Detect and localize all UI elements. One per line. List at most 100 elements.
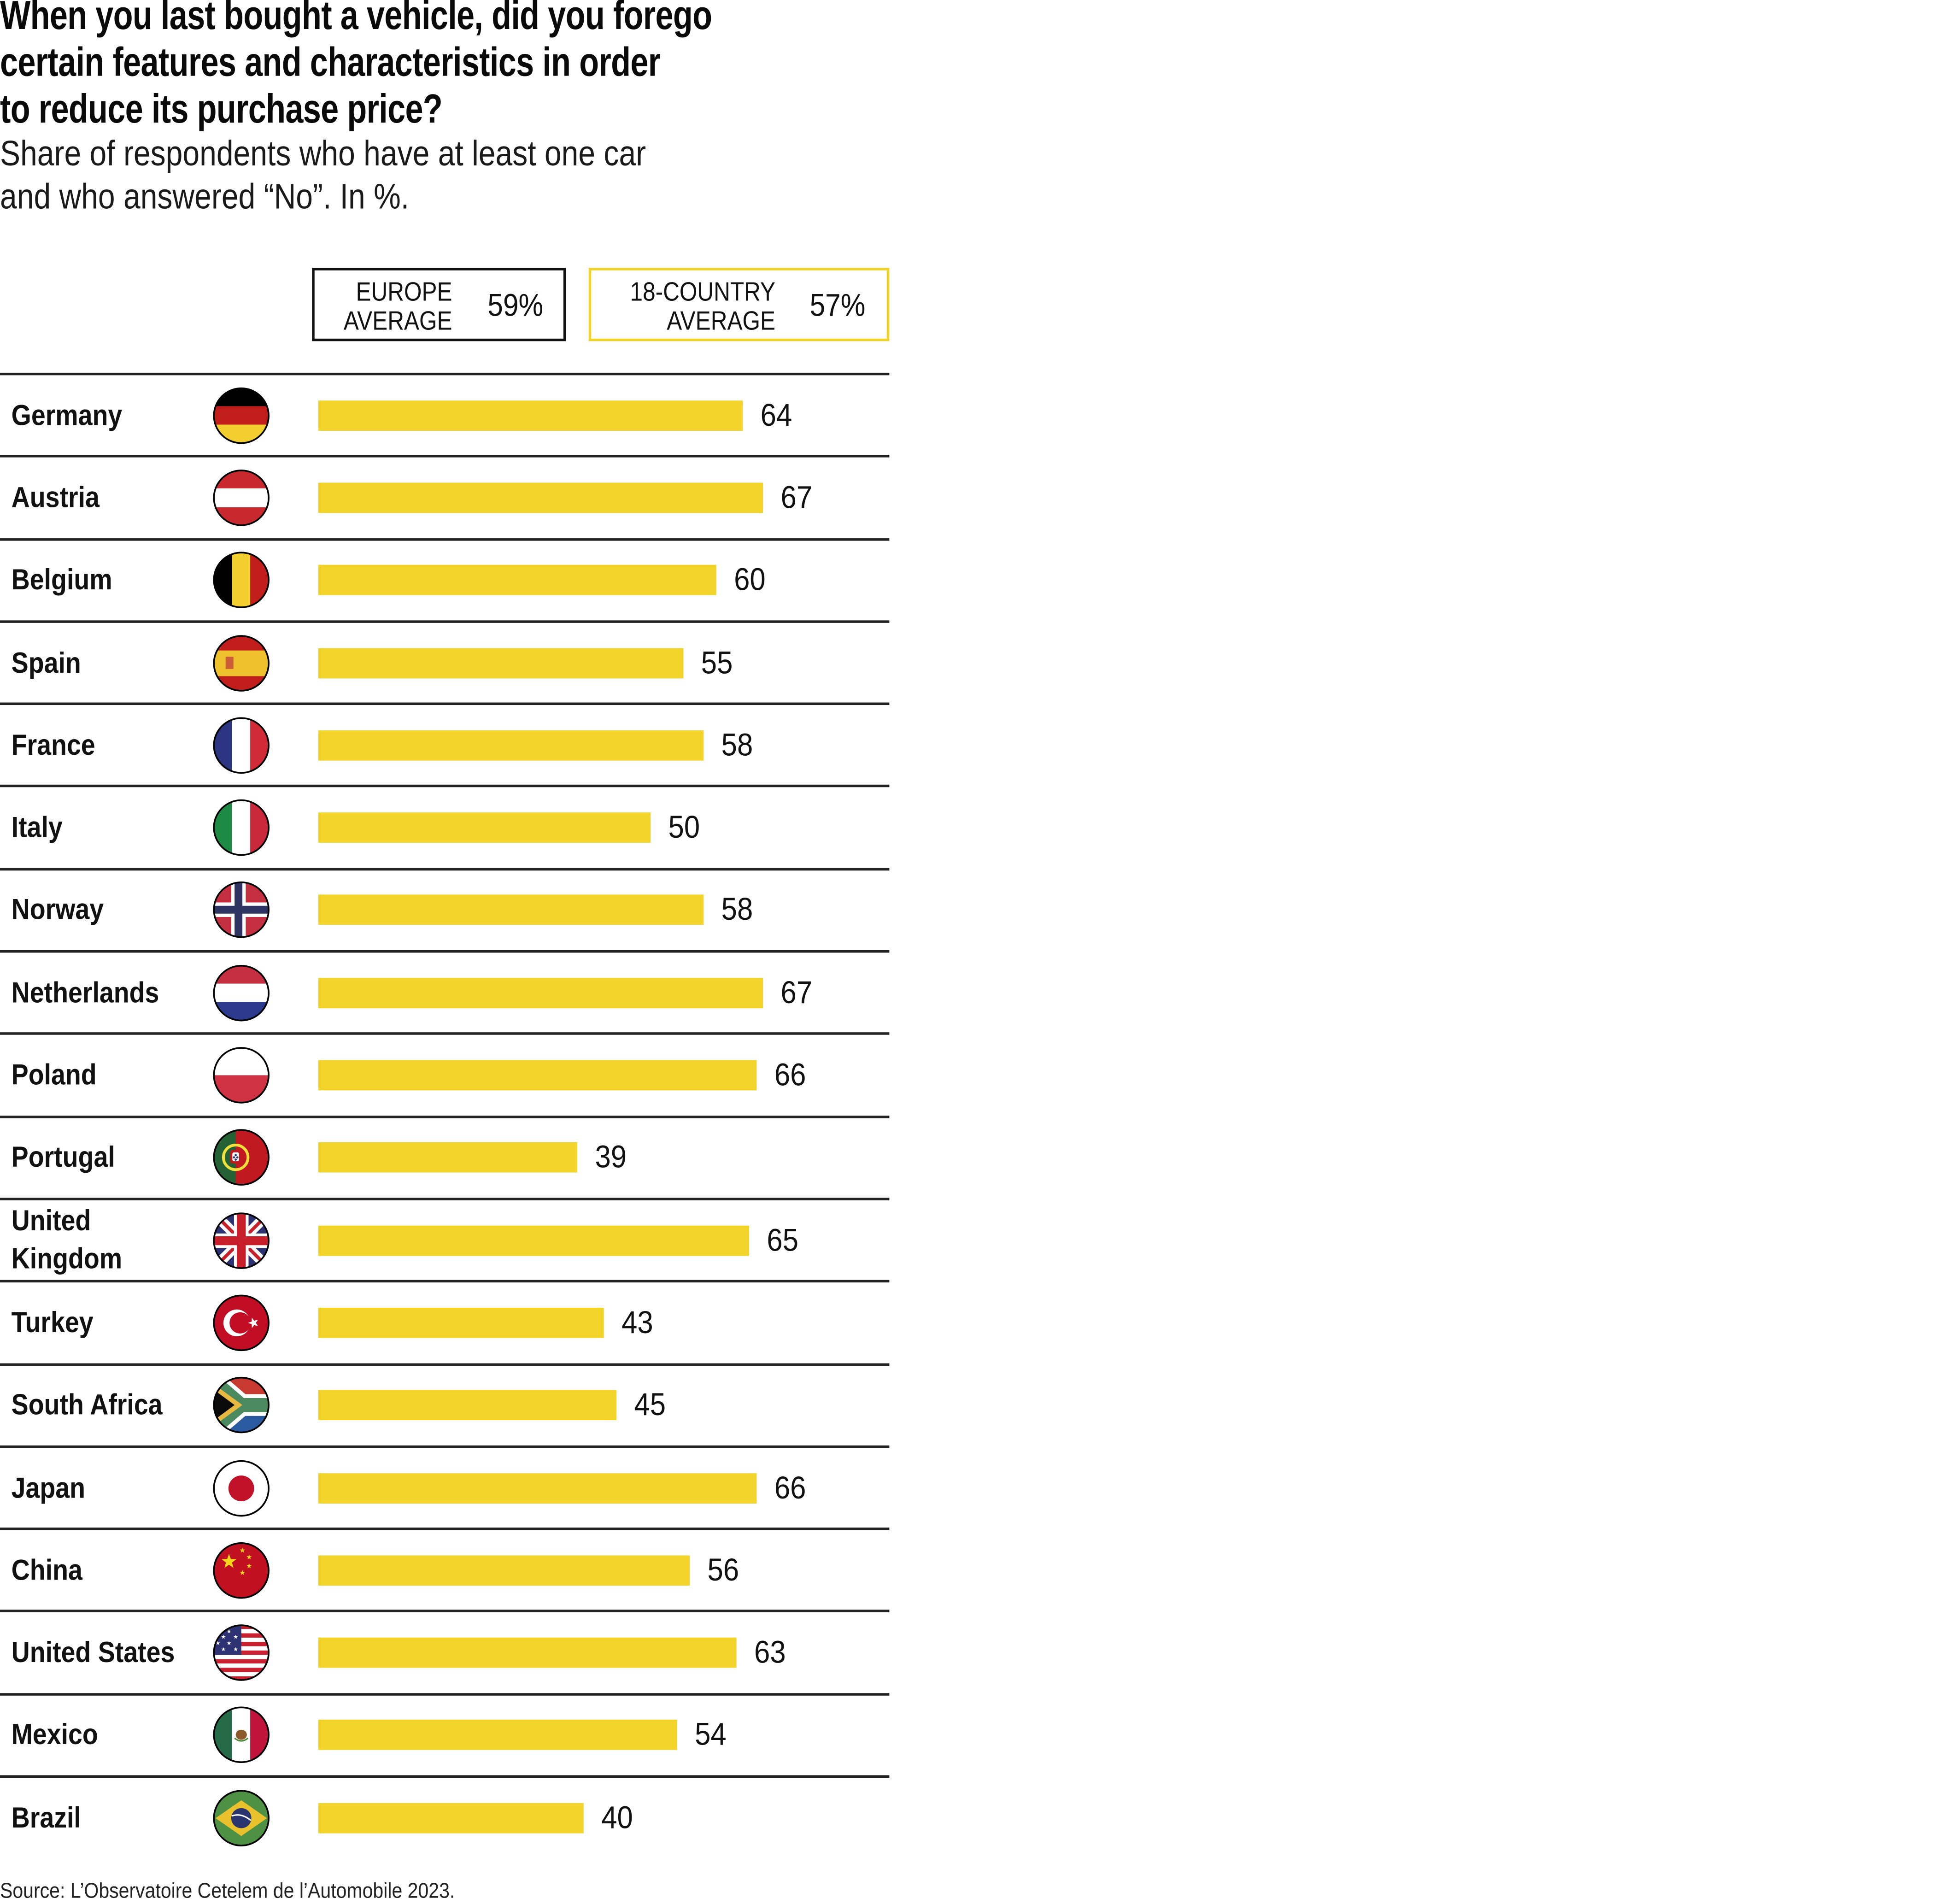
bar <box>318 1802 584 1833</box>
bar-row: Norway 58 <box>0 868 890 950</box>
value-label: 40 <box>601 1800 633 1836</box>
bar <box>318 1555 690 1586</box>
bar <box>318 730 703 761</box>
bar-row: Italy 50 <box>0 785 890 868</box>
value-label: 63 <box>754 1635 786 1671</box>
legend-label-line: EUROPE <box>356 278 452 307</box>
france-flag-icon <box>212 716 270 774</box>
norway-flag-icon <box>212 881 270 939</box>
value-label: 66 <box>774 1058 806 1093</box>
legend-18-country-label: 18-COUNTRY AVERAGE <box>630 278 776 336</box>
bar-row: Belgium 60 <box>0 537 890 620</box>
bar <box>318 1225 750 1256</box>
category-label: Spain <box>11 645 81 679</box>
brazil-flag-icon <box>212 1789 270 1847</box>
chart-title-line: When you last bought a vehicle, did you … <box>0 0 712 38</box>
chart-title: When you last bought a vehicle, did you … <box>0 0 712 133</box>
value-label: 45 <box>634 1387 666 1423</box>
bar-row: China 56 <box>0 1528 890 1610</box>
value-label: 54 <box>694 1717 726 1753</box>
chart-title-line: to reduce its purchase price? <box>0 86 443 132</box>
bar <box>318 1307 604 1338</box>
spain-flag-icon <box>212 634 270 692</box>
bar <box>318 647 683 678</box>
category-label: China <box>11 1553 82 1586</box>
bar <box>318 977 763 1008</box>
japan-flag-icon <box>212 1459 270 1517</box>
value-label: 56 <box>707 1552 739 1588</box>
category-label: Italy <box>11 811 63 844</box>
value-label: 67 <box>780 975 812 1011</box>
belgium-flag-icon <box>212 551 270 609</box>
value-label: 64 <box>760 397 792 433</box>
legend-18-country-average: 18-COUNTRY AVERAGE 57% <box>588 268 890 341</box>
value-label: 55 <box>701 645 733 681</box>
bar <box>318 482 763 513</box>
poland-flag-icon <box>212 1046 270 1104</box>
value-label: 58 <box>721 727 752 763</box>
bar <box>318 1142 577 1173</box>
bar-row: United Kingdom 65 <box>0 1198 890 1280</box>
legend-label-line: AVERAGE <box>667 307 776 336</box>
italy-flag-icon <box>212 799 270 857</box>
bar-rows: Germany 64 Austria 67 Belgium 60 Spain 55 France… <box>0 372 890 1858</box>
legend-label-line: AVERAGE <box>343 307 452 336</box>
category-label-line: United <box>11 1203 91 1236</box>
bar-row: France 58 <box>0 703 890 785</box>
legend-18-country-value: 57% <box>809 288 866 323</box>
bar <box>318 565 716 596</box>
bar-row: Netherlands 67 <box>0 950 890 1033</box>
category-label: Poland <box>11 1058 97 1091</box>
legend-europe-value: 59% <box>487 288 544 323</box>
category-label: Germany <box>11 398 123 431</box>
value-label: 43 <box>621 1305 653 1341</box>
category-label: Brazil <box>11 1800 81 1833</box>
category-label: Japan <box>11 1470 86 1504</box>
germany-flag-icon <box>212 386 270 444</box>
bar <box>318 1720 677 1751</box>
bar <box>318 812 650 843</box>
category-label: Netherlands <box>11 976 159 1009</box>
bar-row: Portugal 39 <box>0 1115 890 1198</box>
chart-subtitle: Share of respondents who have at least o… <box>0 133 646 218</box>
turkey-flag-icon <box>212 1294 270 1352</box>
united-states-flag-icon <box>212 1624 270 1682</box>
bar <box>318 1472 756 1503</box>
bar <box>318 400 743 431</box>
legend-europe-average: EUROPE AVERAGE 59% <box>312 268 566 341</box>
bar-row: Japan 66 <box>0 1445 890 1528</box>
united-kingdom-flag-icon <box>212 1211 270 1269</box>
bar-row: Poland 66 <box>0 1033 890 1115</box>
china-flag-icon <box>212 1541 270 1599</box>
category-label: France <box>11 728 95 761</box>
value-label: 58 <box>721 893 752 928</box>
value-label: 60 <box>734 562 766 598</box>
source-note: Source: L’Observatoire Cetelem de l’Auto… <box>0 1879 455 1903</box>
chart-title-line: certain features and characteristics in … <box>0 39 661 85</box>
value-label: 39 <box>594 1140 627 1175</box>
bar-row: South Africa 45 <box>0 1363 890 1445</box>
legend-europe-label: EUROPE AVERAGE <box>344 278 452 336</box>
category-label: Austria <box>11 480 100 514</box>
category-label: Belgium <box>11 563 112 596</box>
value-label: 66 <box>774 1470 806 1506</box>
category-label: Turkey <box>11 1305 94 1339</box>
bar-row: United States 63 <box>0 1610 890 1693</box>
bar <box>318 895 703 926</box>
category-label: United States <box>11 1635 175 1669</box>
value-label: 65 <box>767 1222 799 1258</box>
bar-row: Germany 64 <box>0 372 890 455</box>
bar <box>318 1060 756 1091</box>
category-label: Mexico <box>11 1718 98 1751</box>
bar <box>318 1637 736 1668</box>
bar-row: Spain 55 <box>0 620 890 703</box>
bar-row: Austria 67 <box>0 455 890 538</box>
bar <box>318 1390 617 1421</box>
category-label-line: Kingdom <box>11 1241 123 1275</box>
category-label: United Kingdom <box>12 1201 122 1277</box>
category-label: Portugal <box>11 1140 115 1174</box>
bar-row: Brazil 40 <box>0 1775 890 1858</box>
value-label: 50 <box>668 810 699 846</box>
bar-row: Turkey 43 <box>0 1280 890 1363</box>
